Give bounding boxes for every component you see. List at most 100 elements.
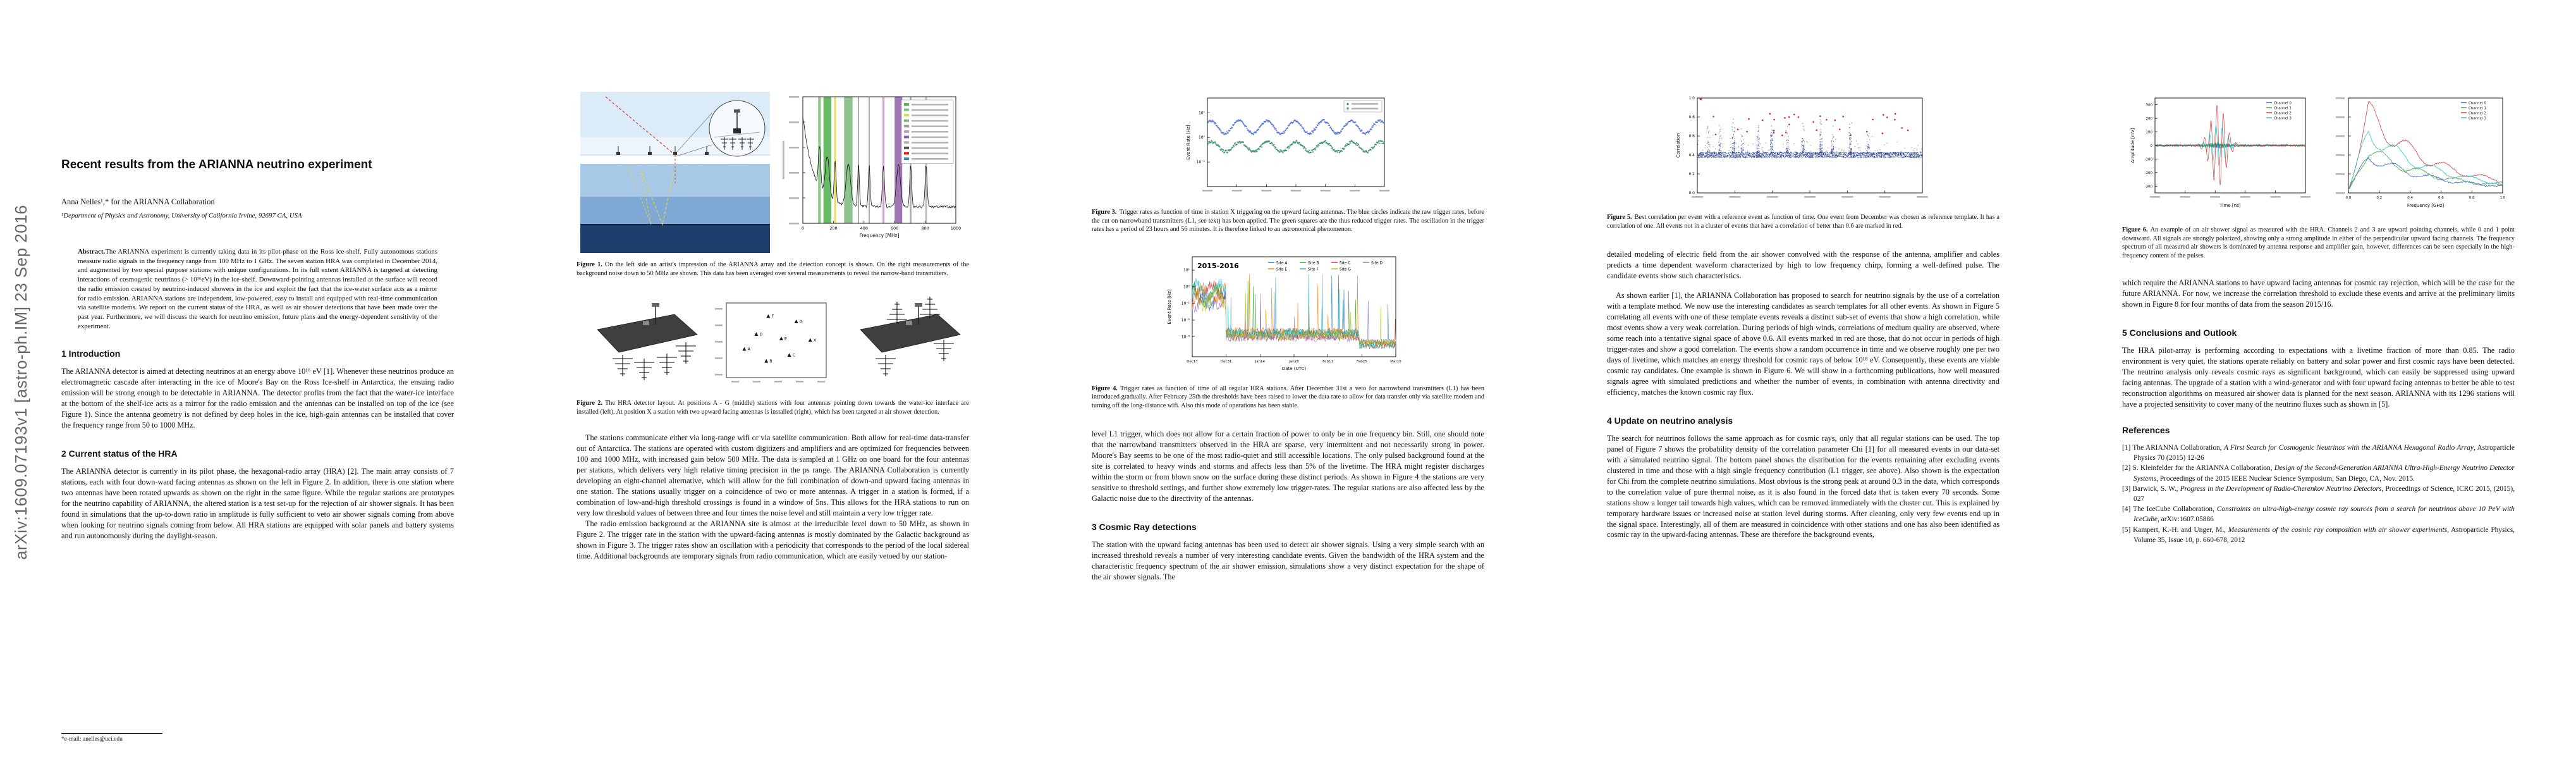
svg-text:Site F: Site F [1308,267,1319,271]
footnote-rule [61,733,162,734]
svg-text:C: C [792,353,795,358]
figure1-caption-text: On the left side an artist's impression … [577,261,969,277]
reference-4: [4] The IceCube Collaboration, Constrain… [2122,504,2515,524]
reference-3-post: , Proceedings of Science, ICRC 2015, (20… [2133,484,2515,503]
svg-text:-200: -200 [2144,171,2152,175]
section-4-body: The search for neutrinos follows the sam… [1607,433,1999,540]
svg-text:400: 400 [860,226,867,231]
svg-text:0: 0 [801,226,803,231]
figure6-caption-text: An example of an air shower signal as me… [2122,226,2515,259]
figure1-artist-impression [580,92,770,253]
page-4: 0.0 0.2 0.4 0.6 0.8 1.0 Correlation Figure 5. B… [1546,0,2061,759]
svg-text:1.0: 1.0 [2500,196,2505,200]
figure3-caption-text: Trigger rates as function of time in sta… [1092,209,1484,233]
svg-text:Dec17: Dec17 [1187,360,1198,364]
svg-text:Channel 3: Channel 3 [2274,117,2292,121]
svg-text:0.6: 0.6 [2438,196,2444,200]
svg-text:Amplitude [mV]: Amplitude [mV] [2130,128,2135,163]
figure6-caption-label: Figure 6. [2122,226,2148,233]
page-5-content: -300 -200 -100 0 100 200 300 Time [ns] Amplitude… [2122,0,2515,759]
abstract-text: The ARIANNA experiment is currently taki… [78,248,437,330]
svg-text:Channel 3: Channel 3 [2469,117,2486,121]
svg-text:A: A [747,347,750,352]
svg-text:Channel 0: Channel 0 [2274,102,2292,106]
svg-text:0.8: 0.8 [2469,196,2474,200]
svg-text:Site G: Site G [1340,267,1351,271]
page5-paragraph-1: which require the ARIANNA stations to ha… [2122,278,2515,309]
svg-text:0.4: 0.4 [1688,153,1695,157]
svg-text:Event Rate [Hz]: Event Rate [Hz] [1186,125,1191,159]
svg-text:200: 200 [829,226,837,231]
figure4-caption-text: Trigger rates as function of time of all… [1092,385,1484,409]
svg-text:X: X [813,338,816,343]
abstract: Abstract.The ARIANNA experiment is curre… [78,247,437,331]
figure2-caption-text: The HRA detector layout. At positions A … [577,400,969,416]
footnote: *e-mail: anelles@uci.edu [61,733,162,743]
figure5-caption-label: Figure 5. [1607,214,1632,221]
section-2-heading: 2 Current status of the HRA [61,448,178,459]
svg-text:2015-2016: 2015-2016 [1197,262,1239,270]
reference-5: [5] Kampert, K.-H. and Unger, M., Measur… [2122,525,2515,545]
figure2-downward-station-diagram [596,303,698,381]
svg-text:F: F [771,314,774,319]
svg-text:Site C: Site C [1340,261,1351,265]
figure5-correlation-plot: 0.0 0.2 0.4 0.6 0.8 1.0 Correlation [1676,96,1928,198]
reference-1-post: , Astroparticle Physics 70 (2015) 12-26 [2133,444,2515,462]
svg-text:10¹: 10¹ [1198,111,1205,115]
figure6-spectrum-plot: 0.0 0.2 0.4 0.6 0.8 1.0 Frequency [GHz] Channel… [2335,97,2505,208]
reference-1-pre: [1] The ARIANNA Collaboration, [2122,444,2224,452]
svg-text:10⁻³: 10⁻³ [1181,335,1190,339]
references-heading: References [2122,425,2170,436]
reference-2-title: Design of the Second-Generation ARIANNA … [2133,464,2515,483]
svg-text:10⁻¹: 10⁻¹ [1181,301,1190,305]
page2-paragraph-1: The stations communicate either via long… [577,433,969,518]
svg-text:800: 800 [921,226,929,231]
figure-5: 0.0 0.2 0.4 0.6 0.8 1.0 Correlation [1607,92,1999,206]
reference-4-title: Constraints on ultra-high-energy cosmic … [2133,505,2515,524]
svg-text:B: B [769,359,772,364]
reference-5-post: , Astroparticle Physics, Volume 35, Issu… [2133,526,2515,544]
reference-3-title: Progress in the Development of Radio-Che… [2180,484,2382,493]
reference-3-pre: [3] Barwick, S. W., [2122,484,2180,493]
svg-text:Feb11: Feb11 [1322,360,1333,364]
arxiv-stamp: arXiv:1609.07193v1 [astro-ph.IM] 23 Sep … [11,204,30,560]
svg-text:Site B: Site B [1308,261,1319,265]
svg-text:Channel 2: Channel 2 [2274,112,2292,116]
svg-text:Channel 1: Channel 1 [2274,107,2292,111]
svg-text:Correlation: Correlation [1676,133,1681,158]
svg-text:Frequency [MHz]: Frequency [MHz] [859,233,899,238]
svg-text:10⁻¹: 10⁻¹ [1196,160,1205,164]
svg-text:Channel 2: Channel 2 [2469,112,2486,116]
figure2-station-map: A B C D E F G X [714,302,826,383]
figure4-caption: Figure 4. Trigger rates as function of ti… [1092,385,1484,410]
author-line: Anna Nelles¹,* for the ARIANNA Collabora… [61,197,215,206]
page-2: 0 200 400 600 800 1000 Frequency [MHz] Figure … [515,0,1030,759]
page3-paragraph-1: level L1 trigger, which does not allow f… [1092,429,1484,503]
figure1-caption: Figure 1. On the left side an artist's im… [577,261,969,278]
footnote-text: *e-mail: anelles@uci.edu [61,736,123,743]
svg-text:10¹: 10¹ [1183,268,1190,273]
svg-text:10⁻²: 10⁻² [1181,318,1190,323]
svg-text:0.0: 0.0 [1688,191,1695,195]
figure6-waveform-plot: -300 -200 -100 0 100 200 300 Time [ns] Amplitude… [2130,97,2310,208]
figure3-caption: Figure 3. Trigger rates as function of ti… [1092,208,1484,234]
section-2-body: The ARIANNA detector is currently in its… [61,467,454,541]
figure4-station-rates-plot: 2015-2016 Site A Site B Site C Site D Site E S… [1167,256,1401,371]
figure3-caption-label: Figure 3. [1092,209,1117,216]
svg-text:Channel 1: Channel 1 [2469,107,2486,111]
svg-text:0.2: 0.2 [2376,196,2382,200]
page-3: 10⁻¹ 10⁰ 10¹ Event Rate [Hz] Figure 3. Trigg… [1030,0,1546,759]
page-1: arXiv:1609.07193v1 [astro-ph.IM] 23 Sep … [0,0,515,759]
reference-5-pre: [5] Kampert, K.-H. and Unger, M., [2122,526,2228,534]
page-1-content: Recent results from the ARIANNA neutrino… [61,0,454,759]
svg-text:200: 200 [2146,117,2152,121]
page4-paragraph-2: As shown earlier [1], the ARIANNA Collab… [1607,291,1999,397]
svg-text:Jan28: Jan28 [1288,360,1299,364]
figure-3: 10⁻¹ 10⁰ 10¹ Event Rate [Hz] [1092,92,1484,201]
section-1-heading: 1 Introduction [61,349,121,359]
figure-2: A B C D E F G X [577,297,969,392]
affiliation-line: ¹Department of Physics and Astronomy, Un… [61,212,302,219]
figure5-caption: Figure 5. Best correlation per event with… [1607,213,1999,230]
page2-paragraph-2: The radio emission background at the ARI… [577,519,969,560]
page-5: -300 -200 -100 0 100 200 300 Time [ns] Amplitude… [2061,0,2576,759]
